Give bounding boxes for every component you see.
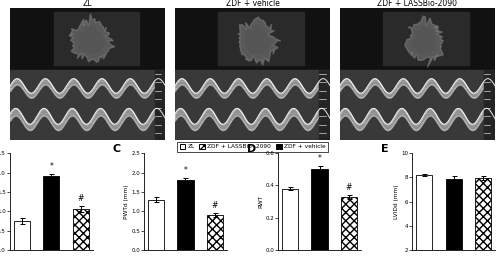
Y-axis label: RWT: RWT	[258, 195, 263, 208]
Bar	[54, 12, 139, 65]
Text: #: #	[78, 194, 84, 203]
Polygon shape	[78, 25, 106, 54]
Bar	[340, 8, 495, 69]
Bar	[14, 221, 30, 250]
Text: E: E	[381, 144, 388, 154]
Bar	[148, 200, 164, 250]
Bar	[282, 189, 298, 250]
Bar	[154, 70, 166, 140]
Title: ZDF + LASSBio-2090: ZDF + LASSBio-2090	[378, 0, 458, 8]
Bar	[340, 70, 495, 140]
Polygon shape	[405, 16, 444, 68]
Bar	[207, 215, 223, 250]
Bar	[10, 70, 166, 140]
Bar	[320, 70, 330, 140]
Y-axis label: LVIDd (mm): LVIDd (mm)	[394, 184, 399, 219]
Title: ZL: ZL	[83, 0, 92, 8]
Bar	[10, 8, 166, 69]
Bar	[446, 179, 462, 263]
Text: C: C	[112, 144, 121, 154]
Bar	[475, 178, 491, 263]
Polygon shape	[412, 26, 436, 57]
Text: #: #	[346, 183, 352, 192]
Polygon shape	[246, 27, 272, 55]
Text: D: D	[246, 144, 256, 154]
Bar	[175, 8, 330, 69]
Bar	[175, 70, 330, 140]
Bar	[73, 209, 89, 250]
Polygon shape	[69, 14, 115, 62]
Bar	[341, 197, 357, 250]
Bar	[312, 169, 328, 250]
Bar	[484, 70, 495, 140]
Bar	[383, 12, 468, 65]
Bar	[416, 175, 432, 263]
Y-axis label: PWTd (mm): PWTd (mm)	[124, 184, 129, 219]
Polygon shape	[238, 17, 281, 65]
Text: #: #	[212, 201, 218, 210]
Bar	[44, 176, 60, 250]
Legend: ZL, ZDF + LASSBio- 2090, ZDF + vehicle: ZL, ZDF + LASSBio- 2090, ZDF + vehicle	[177, 142, 328, 152]
Text: *: *	[50, 162, 54, 171]
Text: *: *	[318, 154, 322, 163]
Title: ZDF + vehicle: ZDF + vehicle	[226, 0, 280, 8]
Bar	[178, 180, 194, 250]
Text: *: *	[184, 166, 188, 175]
Bar	[218, 12, 304, 65]
